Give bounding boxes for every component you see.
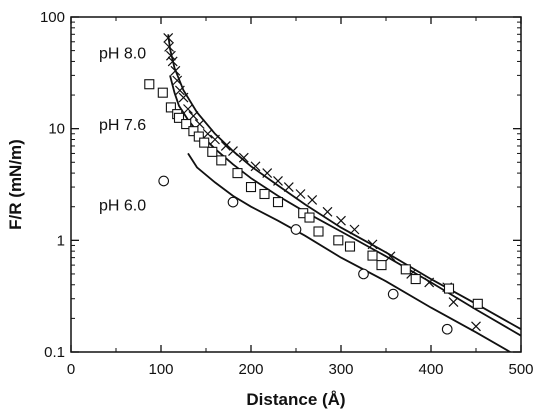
data-point-x <box>385 251 396 262</box>
data-point-x <box>202 128 213 139</box>
data-point-x <box>307 195 318 205</box>
y-axis-title: F/R (mN/m) <box>6 139 25 230</box>
y-tick-label: 0.1 <box>44 344 65 361</box>
data-point-x <box>283 182 294 192</box>
data-point-x <box>336 215 346 226</box>
data-point-x <box>238 152 249 163</box>
fit-curves <box>167 34 521 352</box>
data-point-square <box>400 264 411 275</box>
x-tick-label: 0 <box>67 361 75 378</box>
x-tick-label: 100 <box>148 361 173 378</box>
data-point-x <box>295 189 306 199</box>
data-point-x <box>448 297 459 307</box>
data-point-square <box>272 197 284 208</box>
x-tick-label: 200 <box>238 361 263 378</box>
series-label: pH 6.0 <box>99 197 146 214</box>
data-point-x <box>183 104 193 114</box>
data-point-square <box>376 260 387 271</box>
data-point-x <box>220 141 231 151</box>
fit-curve-x <box>167 34 521 330</box>
data-point-x <box>172 75 183 86</box>
data-point-x <box>174 85 185 96</box>
data-point-circle <box>387 288 399 300</box>
x-axis-title: Distance (Å) <box>246 390 345 409</box>
data-point-square <box>157 87 168 98</box>
fit-curve-square <box>169 75 521 337</box>
data-point-square <box>304 212 315 223</box>
data-point-x <box>273 176 283 186</box>
data-point-square <box>181 118 192 130</box>
data-point-x <box>167 56 178 67</box>
x-tick-label: 300 <box>328 361 353 378</box>
data-point-x <box>262 168 273 179</box>
data-point-square <box>216 155 227 166</box>
data-point-x <box>424 277 435 288</box>
x-tick-label: 500 <box>508 361 533 378</box>
x-tick-label: 400 <box>418 361 443 378</box>
data-point-square <box>367 250 378 261</box>
data-point-square <box>165 102 176 113</box>
data-point-square <box>410 274 421 285</box>
data-point-circle <box>158 175 170 187</box>
y-tick-label: 1 <box>57 232 65 249</box>
y-tick-label: 10 <box>48 121 65 138</box>
data-point-x <box>471 321 481 332</box>
data-point-x <box>349 224 360 235</box>
data-point-square <box>232 168 243 179</box>
data-point-x <box>164 41 175 52</box>
data-point-square <box>199 137 210 148</box>
data-point-square <box>333 235 344 246</box>
series-label: pH 7.6 <box>99 117 146 134</box>
data-point-circle <box>227 196 239 208</box>
data-point-circle <box>441 323 453 335</box>
data-point-square <box>173 112 185 123</box>
data-point-square <box>245 182 257 193</box>
data-point-x <box>188 111 199 121</box>
data-point-x <box>178 92 189 103</box>
data-point-x <box>250 161 261 172</box>
data-point-square <box>207 146 218 157</box>
y-tick-label: 100 <box>40 9 65 26</box>
data-point-circle <box>290 224 302 235</box>
data-point-x <box>367 239 378 250</box>
data-point-square <box>144 79 155 90</box>
data-point-square <box>472 298 483 309</box>
data-point-x <box>210 134 220 145</box>
series-label: pH 8.0 <box>99 46 146 63</box>
data-point-x <box>322 206 333 217</box>
data-point-square <box>193 131 204 142</box>
data-point-square <box>443 283 455 294</box>
fit-curve-circle <box>187 152 511 352</box>
data-point-square <box>259 188 270 200</box>
data-point-x <box>163 32 174 43</box>
chart-labels: 0 100 200 300 400 500 0.1 1 10 100 Distance (Å) F/R… <box>6 9 534 409</box>
data-point-x <box>228 146 238 156</box>
data-point-square <box>188 126 199 137</box>
data-point-x <box>170 65 181 76</box>
data-point-square <box>344 241 356 252</box>
data-point-x <box>165 50 176 61</box>
data-point-circle <box>358 268 369 280</box>
data-markers <box>144 32 483 335</box>
axes <box>70 16 522 353</box>
data-point-square <box>313 226 324 237</box>
